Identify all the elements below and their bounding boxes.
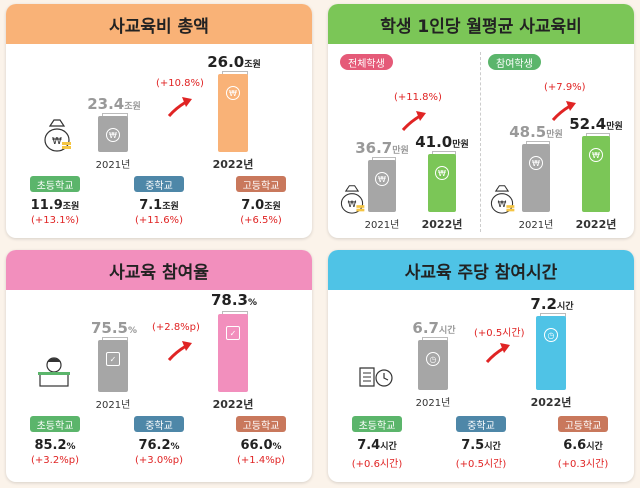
won-icon: ₩ xyxy=(226,86,240,100)
stat-middle: 7.5시간 (+0.5시간) xyxy=(455,438,507,470)
stat-middle: 7.1조원 (+11.6%) xyxy=(135,198,183,226)
stat-elementary: 7.4시간 (+0.6시간) xyxy=(351,438,403,470)
bar-2021-participating: ₩ xyxy=(522,141,550,212)
bar-2022-participating: ₩ xyxy=(582,133,610,212)
panel-title: 사교육비 총액 xyxy=(109,16,209,37)
year-2022: 2022년 xyxy=(212,158,254,171)
stat-elementary: 85.2% (+3.2%p) xyxy=(31,438,79,466)
money-bag-icon: ₩ xyxy=(490,185,515,214)
year-2021-all: 2021년 xyxy=(364,220,400,231)
change-total: (+10.8%) xyxy=(156,78,204,89)
badge-elementary: 초등학교 xyxy=(30,416,80,432)
won-icon: ₩ xyxy=(435,166,449,180)
badge-middle: 중학교 xyxy=(456,416,506,432)
bar-2022: ✓ xyxy=(218,311,248,392)
year-2021: 2021년 xyxy=(95,160,131,171)
svg-text:₩: ₩ xyxy=(52,136,62,147)
clock-icon: ◷ xyxy=(426,352,440,366)
svg-text:₩: ₩ xyxy=(498,200,507,210)
svg-text:₩: ₩ xyxy=(348,200,357,210)
value-2021: 75.5% xyxy=(90,319,138,337)
badge-high: 고등학교 xyxy=(236,416,286,432)
badge-high: 고등학교 xyxy=(236,176,286,192)
year-2021: 2021년 xyxy=(95,400,131,411)
increase-arrow-icon xyxy=(167,97,192,117)
label-all-students: 전체학생 xyxy=(340,54,393,70)
value-2022: 7.2시간 xyxy=(530,295,574,313)
bar-2021-all: ₩ xyxy=(368,157,396,212)
book-and-clock-icon xyxy=(359,367,393,387)
stat-high: 7.0조원 (+6.5%) xyxy=(240,198,282,226)
clock-icon: ◷ xyxy=(544,328,558,342)
value-2022: 26.0조원 xyxy=(207,53,261,71)
won-icon: ₩ xyxy=(589,148,603,162)
student-at-desk-icon xyxy=(38,357,70,387)
divider xyxy=(480,52,481,232)
year-2021-participating: 2021년 xyxy=(518,220,554,231)
panel-title: 학생 1인당 월평균 사교육비 xyxy=(380,16,582,37)
value-2021-participating: 48.5만원 xyxy=(509,123,563,141)
change-rate: (+2.8%p) xyxy=(152,322,200,333)
panel-monthly-per-student: 학생 1인당 월평균 사교육비 전체학생 (+11.8%) ₩ ₩ 36.7만원… xyxy=(328,4,634,238)
badge-elementary: 초등학교 xyxy=(30,176,80,192)
value-2021-all: 36.7만원 xyxy=(355,139,409,157)
change-all-students: (+11.8%) xyxy=(394,92,442,103)
panel-header: 학생 1인당 월평균 사교육비 xyxy=(328,4,634,44)
value-2022-all: 41.0만원 xyxy=(415,133,469,151)
increase-arrow-icon xyxy=(551,101,576,121)
year-2022: 2022년 xyxy=(530,396,572,409)
badge-elementary: 초등학교 xyxy=(352,416,402,432)
value-2022-participating: 52.4만원 xyxy=(569,115,623,133)
badge-middle: 중학교 xyxy=(134,416,184,432)
panel-title: 사교육 참여율 xyxy=(109,262,209,283)
bar-2021: ◷ xyxy=(418,337,448,390)
year-2022: 2022년 xyxy=(212,398,254,411)
stat-middle: 76.2% (+3.0%p) xyxy=(135,438,183,466)
bar-2021: ₩ xyxy=(98,113,128,152)
check-icon: ✓ xyxy=(106,352,120,366)
stat-high: 6.6시간 (+0.3시간) xyxy=(557,438,609,470)
year-2021: 2021년 xyxy=(415,398,451,409)
won-icon: ₩ xyxy=(106,128,120,142)
bar-2021: ✓ xyxy=(98,337,128,392)
panel-participation-rate: 사교육 참여율 ✓ 75.5% 2021년 (+2.8%p) ✓ 78.3% 2… xyxy=(6,250,312,482)
value-2021: 23.4조원 xyxy=(87,95,141,113)
panel-total-expenditure: 사교육비 총액 ₩ ₩ 23.4조원 2021년 (+10.8%) ₩ 26.0… xyxy=(6,4,312,238)
badge-middle: 중학교 xyxy=(134,176,184,192)
value-2022: 78.3% xyxy=(210,291,258,309)
increase-arrow-icon xyxy=(401,111,426,131)
won-icon: ₩ xyxy=(529,156,543,170)
increase-arrow-icon xyxy=(485,343,510,363)
bar-2022-all: ₩ xyxy=(428,151,456,212)
panel-header: 사교육 참여율 xyxy=(6,250,312,290)
stat-high: 66.0% (+1.4%p) xyxy=(237,438,285,466)
increase-arrow-icon xyxy=(167,341,192,361)
label-participating-students: 참여학생 xyxy=(488,54,541,70)
panel-header: 사교육비 총액 xyxy=(6,4,312,44)
bar-2022: ◷ xyxy=(536,313,566,390)
panel-header: 사교육 주당 참여시간 xyxy=(328,250,634,290)
change-participating: (+7.9%) xyxy=(544,82,586,93)
change-hours: (+0.5시간) xyxy=(474,328,525,339)
check-icon: ✓ xyxy=(226,326,240,340)
panel-title: 사교육 주당 참여시간 xyxy=(404,262,558,283)
value-2021: 6.7시간 xyxy=(412,319,456,337)
panel-weekly-hours: 사교육 주당 참여시간 ◷ 6.7시간 2021년 (+0.5시간) ◷ 7.2… xyxy=(328,250,634,482)
badge-high: 고등학교 xyxy=(558,416,608,432)
money-bag-icon: ₩ xyxy=(340,185,365,214)
stat-elementary: 11.9조원 (+13.1%) xyxy=(30,198,80,226)
money-bag-icon: ₩ xyxy=(44,119,71,152)
year-2022-participating: 2022년 xyxy=(575,218,617,231)
year-2022-all: 2022년 xyxy=(421,218,463,231)
bar-2022: ₩ xyxy=(218,71,248,152)
won-icon: ₩ xyxy=(375,172,389,186)
